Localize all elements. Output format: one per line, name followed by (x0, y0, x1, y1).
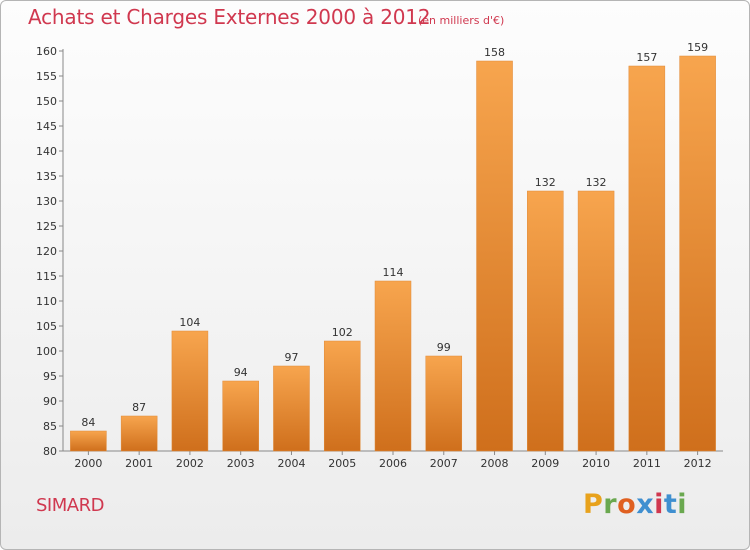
bar-2003 (222, 380, 259, 452)
chart-subtitle: (en milliers d'€) (418, 14, 505, 27)
y-tick-label: 135 (36, 170, 57, 183)
y-tick-label: 120 (36, 245, 57, 258)
y-tick-label: 160 (36, 45, 57, 58)
data-label: 94 (234, 366, 248, 379)
data-label: 157 (636, 51, 657, 64)
logo-letter: r (603, 489, 618, 520)
bar-2007 (425, 355, 463, 452)
y-tick-label: 125 (36, 220, 57, 233)
y-axis: 80 85 90 95 100 105 110 115 120 125 130 135 140 145 15… (36, 45, 64, 458)
data-label: 104 (179, 316, 200, 329)
data-labels: 84 87 104 94 97 102 114 99 158 132 132 157 159 (81, 41, 708, 429)
logo-letter: t (663, 489, 678, 520)
proxiti-logo: Proxiti (583, 489, 687, 520)
x-tick-label: 2010 (582, 457, 610, 470)
bar-2001 (120, 415, 158, 452)
x-tick-label: 2009 (531, 457, 559, 470)
chart-title: Achats et Charges Externes 2000 à 2012 (28, 5, 431, 29)
x-tick-label: 2012 (684, 457, 712, 470)
bar-2010 (577, 190, 615, 452)
data-label: 114 (383, 266, 404, 279)
y-tick-label: 140 (36, 145, 57, 158)
commune-name: SIMARD (36, 495, 104, 516)
bar-2011 (628, 65, 666, 452)
data-label: 84 (81, 416, 95, 429)
data-label: 159 (687, 41, 708, 54)
x-tick-label: 2006 (379, 457, 407, 470)
x-tick-label: 2003 (227, 457, 255, 470)
x-tick-label: 2004 (277, 457, 305, 470)
x-axis: 2000 2001 2002 2003 2004 2005 2006 2007 2008 2009… (63, 450, 723, 470)
x-tick-label: 2002 (176, 457, 204, 470)
x-tick-label: 2008 (481, 457, 509, 470)
bar-2005 (323, 340, 361, 452)
bar-2008 (476, 60, 513, 452)
bar-2000 (70, 430, 107, 452)
x-tick-label: 2005 (328, 457, 356, 470)
logo-letter: P (583, 489, 604, 520)
y-tick-label: 105 (36, 320, 57, 333)
bar-2002 (171, 330, 209, 452)
y-tick-label: 145 (36, 120, 57, 133)
data-label: 132 (586, 176, 607, 189)
bar-2012 (679, 55, 716, 452)
data-label: 102 (332, 326, 353, 339)
y-tick-label: 150 (36, 95, 57, 108)
x-tick-label: 2011 (633, 457, 661, 470)
y-tick-label: 100 (36, 345, 57, 358)
logo-letter: o (617, 489, 637, 520)
x-tick-label: 2001 (125, 457, 153, 470)
y-tick-label: 90 (43, 395, 57, 408)
data-label: 99 (437, 341, 451, 354)
logo-letter: i (677, 489, 688, 520)
bars (70, 55, 716, 452)
bar-2006 (374, 280, 412, 452)
bar-2004 (273, 365, 310, 452)
logo-letter: x (636, 489, 655, 520)
y-tick-label: 110 (36, 295, 57, 308)
x-tick-label: 2000 (74, 457, 102, 470)
y-tick-label: 95 (43, 370, 57, 383)
logo-letter: i (654, 489, 664, 520)
y-tick-label: 115 (36, 270, 57, 283)
y-tick-label: 155 (36, 70, 57, 83)
data-label: 87 (132, 401, 146, 414)
y-tick-label: 85 (43, 420, 57, 433)
data-label: 97 (284, 351, 298, 364)
y-tick-label: 130 (36, 195, 57, 208)
y-tick-label: 80 (43, 445, 57, 458)
x-tick-label: 2007 (430, 457, 458, 470)
data-label: 158 (484, 46, 505, 59)
data-label: 132 (535, 176, 556, 189)
bar-2009 (527, 190, 564, 452)
